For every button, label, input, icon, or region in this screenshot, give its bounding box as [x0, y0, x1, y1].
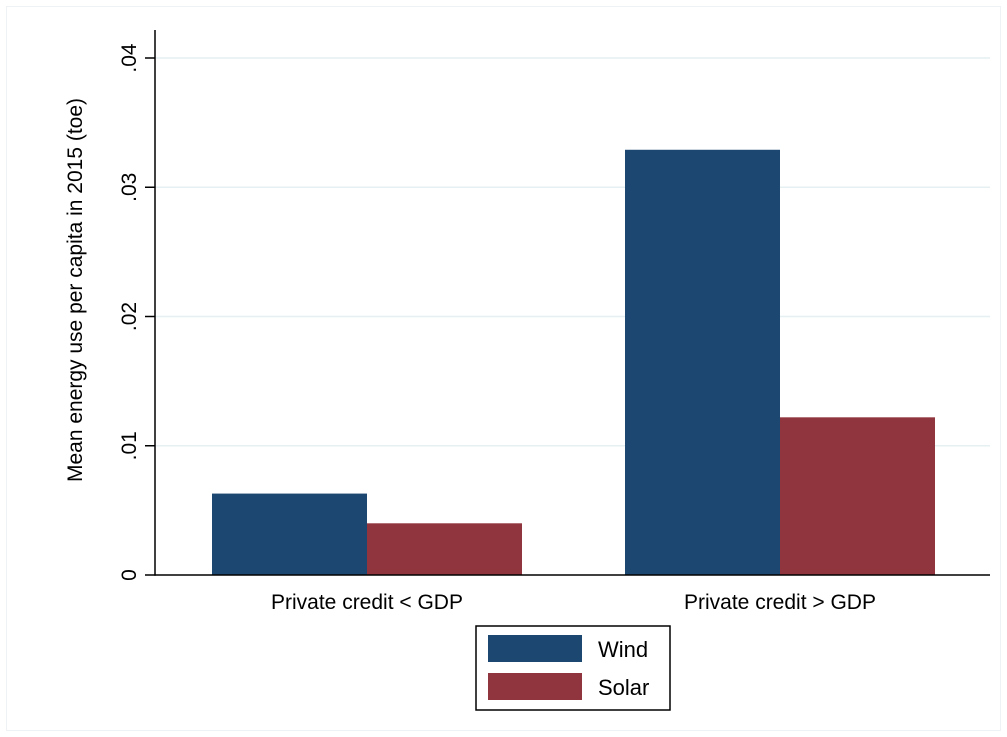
legend-label-solar: Solar [598, 675, 649, 700]
legend-swatch-wind [488, 635, 582, 662]
y-tick-label: .03 [118, 173, 141, 202]
bars [212, 150, 935, 575]
legend: Wind Solar [476, 626, 670, 710]
y-tick-label: .04 [118, 43, 141, 73]
x-tick-label: Private credit > GDP [684, 591, 876, 614]
x-tick-label: Private credit < GDP [271, 591, 463, 614]
y-tick-label: .02 [118, 302, 141, 331]
bar-wind-1 [212, 494, 367, 575]
legend-label-wind: Wind [598, 637, 648, 662]
bar-solar-1 [367, 523, 522, 575]
y-tick-label: 0 [118, 569, 141, 581]
grid-lines [155, 58, 990, 446]
x-ticks: Private credit < GDP Private credit > GDP [271, 591, 876, 614]
y-ticks: 0 .01 .02 .03 .04 [118, 43, 155, 581]
bar-wind-2 [625, 150, 780, 575]
legend-swatch-solar [488, 673, 582, 700]
y-axis-title: Mean energy use per capita in 2015 (toe) [64, 98, 87, 482]
bar-solar-2 [780, 417, 935, 575]
y-tick-label: .01 [118, 431, 141, 460]
